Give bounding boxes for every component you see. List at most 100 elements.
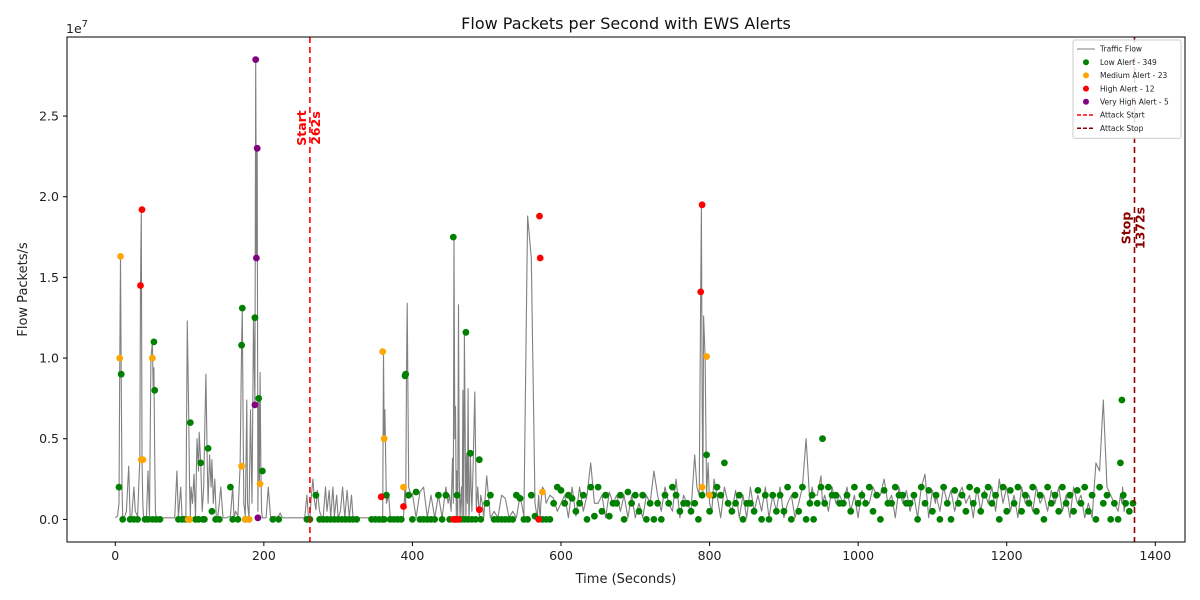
alert-point-low	[906, 499, 914, 507]
alert-point-high	[137, 282, 144, 289]
legend-label: High Alert - 12	[1100, 84, 1155, 93]
alert-point-low	[776, 491, 784, 499]
alert-point-medium	[706, 491, 713, 499]
alert-point-low	[973, 487, 981, 494]
plot-frame	[66, 36, 1186, 543]
alert-point-low	[1021, 491, 1029, 499]
alert-point-high	[400, 503, 407, 510]
alert-point-low	[620, 516, 628, 523]
alert-point-low	[516, 495, 524, 502]
plot-area	[114, 37, 1137, 542]
alert-point-low	[635, 507, 643, 515]
alert-point-low	[269, 516, 277, 523]
y-tick-label: 2.0	[39, 189, 59, 204]
alert-point-low	[695, 516, 702, 523]
alert-point-low	[802, 516, 810, 523]
alert-point-low	[877, 516, 884, 523]
alert-point-low	[639, 491, 647, 499]
alert-point-low	[717, 491, 725, 499]
alert-point-high	[698, 201, 706, 209]
alert-point-low	[676, 507, 684, 515]
legend: Traffic Flow Low Alert - 349 Medium Alert …	[1072, 39, 1182, 139]
x-tick-label: 600	[549, 548, 573, 563]
alert-point-low	[527, 491, 535, 499]
y-multiplier-base: 1e	[66, 21, 82, 36]
alert-point-low	[238, 341, 246, 349]
alert-point-low	[1055, 507, 1063, 515]
alert-point-low	[784, 483, 791, 491]
plot-contents	[114, 37, 1137, 542]
alert-point-low	[969, 499, 977, 507]
alert-point-low	[1107, 516, 1115, 523]
alert-point-high	[535, 516, 543, 523]
alert-point-low	[631, 491, 639, 499]
alert-point-low	[151, 386, 159, 394]
attack-start-label: Start	[294, 110, 309, 146]
y-axis-label: Flow Packets/s	[16, 242, 31, 336]
alert-point-low	[910, 491, 918, 499]
alert-point-low	[703, 451, 710, 459]
y-multiplier-exp: 7	[82, 19, 88, 30]
legend-item: Medium Alert - 23	[1083, 71, 1167, 80]
alert-point-very-high	[252, 56, 260, 63]
alert-point-medium	[149, 354, 156, 362]
alert-point-low	[795, 507, 803, 515]
alert-point-low	[1125, 507, 1133, 515]
alert-point-low	[117, 370, 125, 378]
alert-point-medium	[245, 516, 253, 523]
alert-point-low	[472, 516, 479, 523]
alert-point-low	[227, 483, 234, 491]
alert-point-low	[643, 516, 650, 523]
alert-point-very-high	[253, 144, 261, 152]
legend-item: Low Alert - 349	[1083, 58, 1157, 67]
alert-point-low	[691, 499, 699, 507]
alert-point-low	[880, 487, 888, 494]
alert-point-low	[799, 483, 806, 491]
alert-point-low	[713, 483, 721, 491]
alert-point-low	[1096, 483, 1103, 491]
alert-point-low	[587, 483, 595, 491]
alert-point-medium	[256, 480, 264, 488]
alert-point-low	[453, 491, 461, 499]
alert-point-low	[1014, 483, 1022, 491]
alert-point-low	[509, 516, 517, 523]
alert-point-low	[1103, 491, 1111, 499]
y-multiplier: 1e7	[66, 19, 88, 36]
alert-point-high	[377, 493, 385, 501]
alert-point-medium	[698, 483, 706, 491]
alert-series-low	[115, 233, 1137, 523]
alert-point-low	[383, 491, 390, 499]
legend-label: Attack Stop	[1100, 124, 1144, 133]
alert-point-low	[251, 314, 259, 322]
alert-point-low	[921, 499, 929, 507]
alert-point-low	[583, 516, 591, 523]
legend-item: Traffic Flow	[1077, 45, 1142, 54]
alert-point-low	[1117, 459, 1124, 467]
alert-point-low	[761, 491, 769, 499]
alert-point-low	[808, 491, 816, 499]
alert-point-low	[467, 449, 474, 457]
alert-point-low	[843, 491, 851, 499]
alert-point-low	[119, 516, 127, 523]
alert-point-low	[943, 499, 951, 507]
alert-point-low	[1114, 516, 1122, 523]
alert-point-low	[806, 499, 814, 507]
alert-point-low	[431, 516, 439, 523]
alert-point-low	[780, 507, 788, 515]
x-tick-label: 200	[252, 548, 276, 563]
alert-point-low	[1047, 499, 1055, 507]
y-axis: 0.0 0.5 1.0 1.5 2.0 2.5	[39, 109, 67, 527]
alert-point-high	[475, 506, 483, 514]
legend-item: High Alert - 12	[1083, 84, 1155, 93]
alert-point-low	[487, 491, 494, 499]
alert-point-low	[229, 516, 237, 523]
alert-point-low	[1099, 499, 1107, 507]
alert-point-low	[724, 499, 732, 507]
alert-point-low	[449, 233, 457, 241]
alert-point-low	[259, 467, 266, 475]
alert-point-low	[409, 516, 416, 523]
x-tick-label: 400	[400, 548, 424, 563]
x-axis-label: Time (Seconds)	[575, 572, 677, 587]
alert-point-medium	[380, 435, 388, 443]
y-tick-label: 1.5	[39, 270, 59, 285]
